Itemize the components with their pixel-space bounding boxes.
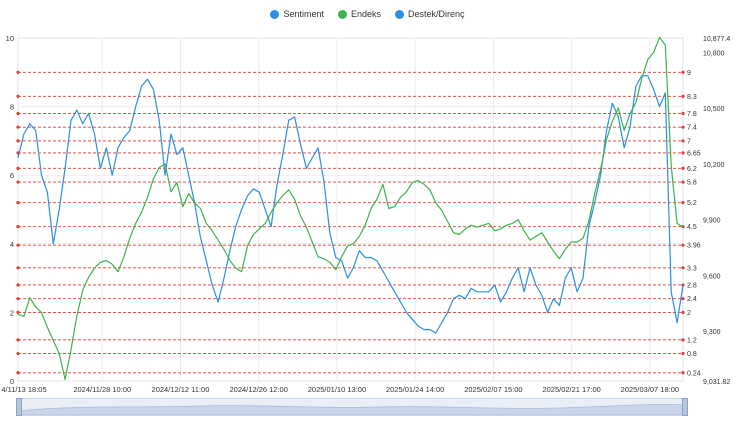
legend-label: Sentiment	[283, 9, 324, 19]
level-dot-right	[681, 151, 685, 155]
level-label: 1.2	[687, 337, 697, 344]
series-line-endeks	[17, 36, 684, 381]
x-tick-label: 2024/11/28 10:00	[73, 385, 131, 394]
level-dot-right	[681, 283, 685, 287]
slider-preview	[19, 403, 685, 415]
y-left-tick-label: 8	[10, 103, 14, 112]
level-dot-left	[16, 166, 20, 170]
level-dot-right	[681, 351, 685, 356]
zoom-slider[interactable]	[16, 398, 688, 416]
level-label: 7	[687, 138, 691, 145]
legend-item-sentiment[interactable]: Sentiment	[270, 6, 324, 22]
level-label: 5.2	[687, 200, 697, 207]
legend-dot-icon	[270, 9, 280, 19]
legend-label: Endeks	[350, 9, 382, 19]
level-dot-left	[16, 201, 20, 205]
y-left-tick-label: 2	[10, 308, 14, 317]
level-dot-right	[681, 201, 685, 205]
x-tick-label: 2025/03/07 18:00	[621, 385, 679, 394]
level-label: 2	[687, 310, 691, 317]
legend-dot-icon	[395, 9, 405, 19]
y-left-tick-label: 6	[10, 171, 14, 180]
level-dot-right	[681, 139, 685, 143]
level-dot-left	[16, 125, 20, 129]
y-right-tick-label: 9,900	[703, 218, 721, 225]
level-label: 4.5	[687, 224, 697, 231]
level-dot-left	[16, 70, 20, 74]
level-dot-left	[16, 266, 20, 270]
level-dot-left	[16, 338, 20, 342]
level-dot-left	[16, 111, 20, 116]
x-tick-label: 2025/01/10 13:00	[308, 385, 366, 394]
x-tick-label: 2024/12/26 12:00	[230, 385, 288, 394]
x-tick-label: 2024/12/12 11:00	[152, 385, 210, 394]
level-dot-left	[16, 139, 20, 143]
level-label: 3.3	[687, 265, 697, 272]
level-dot-right	[681, 297, 685, 301]
x-tick-label: 2025/02/21 17:00	[542, 385, 600, 394]
series-line-sentiment	[17, 75, 684, 334]
level-dot-right	[681, 70, 685, 74]
level-dot-left	[16, 225, 20, 229]
y-right-tick-label: 9,031.82	[703, 379, 730, 386]
level-dot-right	[681, 338, 685, 342]
y-left-tick-label: 10	[6, 34, 14, 43]
x-tick-label: 4/11/13 18:05	[1, 385, 46, 394]
level-label: 3.96	[687, 243, 701, 250]
level-label: 7.8	[687, 111, 697, 118]
level-label: 7.4	[687, 125, 697, 132]
y-right-tick-label: 9,600	[703, 273, 721, 280]
level-dot-left	[16, 243, 20, 247]
level-label: 2.4	[687, 296, 697, 303]
level-label: 6.65	[687, 150, 701, 157]
y-right-tick-label: 10,877.4	[703, 36, 730, 43]
level-label: 2.8	[687, 282, 697, 289]
y-left-tick-label: 0	[10, 377, 14, 386]
level-dot-left	[16, 283, 20, 287]
y-right-tick-label: 9,300	[703, 329, 721, 336]
level-dot-left	[16, 297, 20, 301]
x-tick-label: 2025/01/24 14:00	[386, 385, 444, 394]
x-tick-label: 2025/02/07 15:00	[464, 385, 522, 394]
level-dot-right	[681, 125, 685, 129]
legend-dot-icon	[337, 9, 347, 19]
level-dot-right	[681, 310, 685, 314]
y-right-tick-label: 10,800	[703, 50, 725, 57]
slider-handle-right[interactable]	[682, 398, 688, 416]
level-dot-left	[16, 94, 20, 98]
level-label: 9	[687, 70, 691, 77]
level-dot-right	[681, 371, 685, 375]
y-right-tick-label: 10,200	[703, 162, 725, 169]
level-label: 5.8	[687, 180, 697, 187]
level-dot-left	[16, 180, 20, 184]
plot-area	[17, 37, 684, 382]
level-dot-right	[681, 166, 685, 170]
legend-label: Destek/Direnç	[408, 9, 465, 19]
legend-item-destek-direnc[interactable]: Destek/Direnç	[395, 6, 465, 22]
y-left-tick-label: 4	[10, 240, 14, 249]
level-dot-right	[681, 111, 685, 116]
level-dot-left	[16, 310, 20, 314]
level-dot-right	[681, 243, 685, 247]
level-label: 0.8	[687, 351, 697, 358]
level-dot-right	[681, 180, 685, 184]
level-dot-right	[681, 94, 685, 98]
legend-item-endeks[interactable]: Endeks	[337, 6, 382, 22]
legend: Sentiment Endeks Destek/Direnç	[0, 6, 735, 22]
level-label: 6.2	[687, 166, 697, 173]
level-dot-left	[16, 351, 20, 356]
level-dot-left	[16, 371, 20, 375]
y-right-tick-label: 10,500	[703, 106, 725, 113]
level-dot-right	[681, 266, 685, 270]
slider-handle-left[interactable]	[16, 398, 22, 416]
level-label: 8.3	[687, 94, 697, 101]
level-label: 0.24	[687, 370, 701, 377]
